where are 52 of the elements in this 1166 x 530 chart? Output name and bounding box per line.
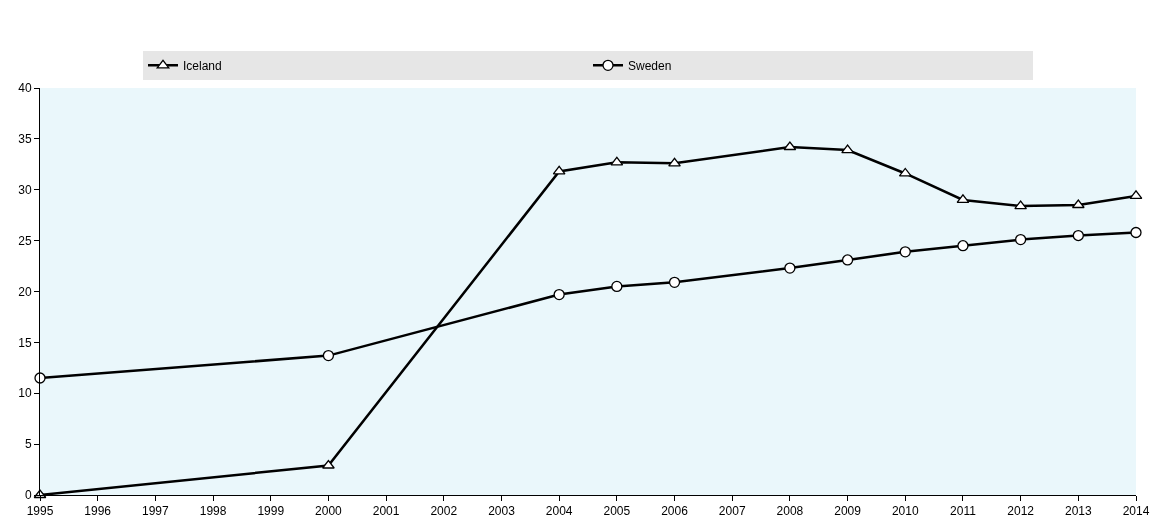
x-tick-label: 2002 bbox=[430, 504, 458, 519]
x-tick-label: 2000 bbox=[315, 504, 343, 519]
legend-label: Iceland bbox=[183, 59, 222, 74]
point bbox=[668, 157, 681, 167]
y-tick-label: 40 bbox=[18, 81, 32, 96]
point bbox=[553, 288, 565, 301]
x-tick-label: 2014 bbox=[1122, 504, 1150, 519]
x-tick-label: 2005 bbox=[603, 504, 631, 519]
point bbox=[841, 254, 854, 266]
y-tick-label: 20 bbox=[18, 284, 32, 299]
y-tick-label: 5 bbox=[24, 437, 32, 452]
x-tick-label: 2007 bbox=[718, 504, 746, 519]
point bbox=[668, 276, 681, 288]
x-tick-label: 2001 bbox=[372, 504, 400, 519]
point bbox=[1014, 200, 1028, 210]
point bbox=[1014, 233, 1027, 246]
y-tick-label: 0 bbox=[24, 488, 32, 503]
point bbox=[1072, 229, 1084, 242]
x-tick-label: 1997 bbox=[142, 504, 170, 519]
y-tick-label: 25 bbox=[18, 233, 32, 248]
point bbox=[610, 156, 624, 166]
x-tick-label: 2012 bbox=[1007, 504, 1035, 519]
point bbox=[1071, 199, 1085, 209]
x-tick-label: 1998 bbox=[199, 504, 227, 519]
x-tick-label: 2006 bbox=[661, 504, 689, 519]
x-tick-label: 2013 bbox=[1064, 504, 1092, 519]
point bbox=[783, 141, 797, 151]
point bbox=[956, 194, 970, 204]
x-tick-label: 2003 bbox=[488, 504, 516, 519]
x-tick-label: 1999 bbox=[257, 504, 285, 519]
point bbox=[899, 246, 911, 258]
x-tick-label: 2009 bbox=[834, 504, 862, 519]
y-tick-label: 15 bbox=[18, 335, 32, 350]
point bbox=[611, 280, 623, 293]
x-tick-label: 2011 bbox=[950, 504, 977, 519]
x-tick-label: 2008 bbox=[776, 504, 804, 519]
y-tick-label: 10 bbox=[18, 386, 32, 401]
point bbox=[1130, 226, 1142, 239]
point bbox=[898, 167, 912, 177]
point bbox=[841, 144, 854, 154]
x-tick-label: 2010 bbox=[891, 504, 919, 519]
point bbox=[957, 240, 969, 252]
y-tick-label: 35 bbox=[18, 132, 32, 147]
x-tick-label: 2004 bbox=[545, 504, 573, 519]
point bbox=[552, 165, 566, 175]
point bbox=[1129, 190, 1143, 200]
legend-label: Sweden bbox=[628, 59, 672, 74]
x-tick-label: 1995 bbox=[26, 504, 54, 519]
point bbox=[784, 262, 796, 274]
point bbox=[322, 349, 335, 362]
y-tick-label: 30 bbox=[18, 182, 32, 197]
x-tick-label: 1996 bbox=[84, 504, 112, 519]
